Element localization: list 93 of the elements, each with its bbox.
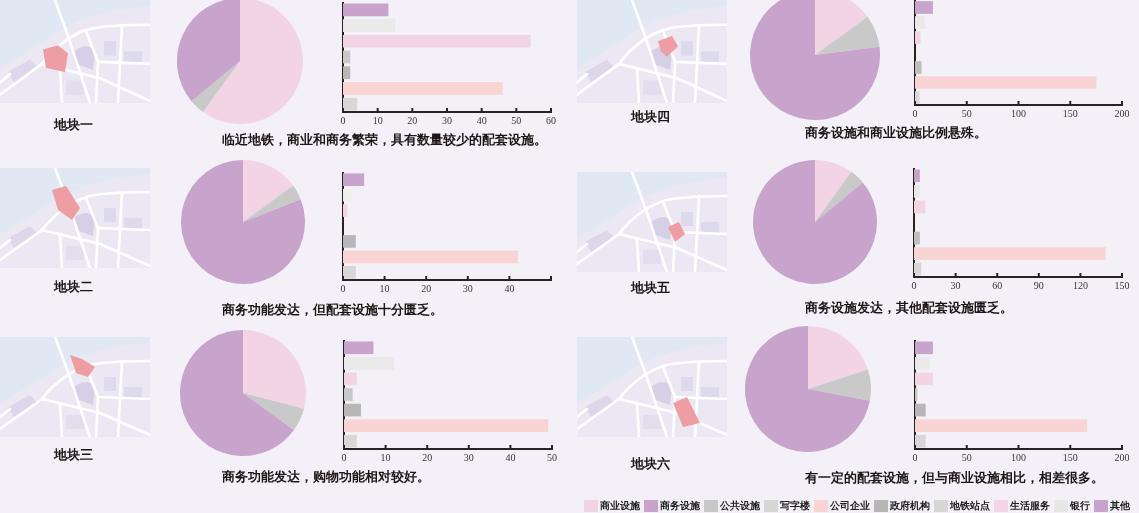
category-label: 其他 [1110,500,1130,512]
text: 有一定的配套设施，但与商业设施相比，相差很多。 [805,469,1104,487]
category-label: 政府机构 [890,500,930,512]
bar [344,372,357,386]
bar [915,61,922,74]
x-tick-label: 90 [1033,279,1044,291]
x-tick-label: 150 [1114,279,1130,291]
category-label: 公司企业 [830,500,870,512]
x-tick-label: 0 [912,451,918,463]
x-tick-label: 100 [1011,107,1026,119]
bar [914,262,922,276]
x-tick-label: 30 [950,279,961,291]
category-label: 公共设施 [720,500,760,512]
x-tick-label: 10 [379,282,390,294]
bar [915,372,933,386]
x-tick-label: 50 [961,107,972,119]
category-label: 商务设施 [660,500,700,512]
x-tick-label: 40 [476,114,487,126]
x-tick-label: 0 [340,114,346,126]
category-label: 地铁站点 [950,500,990,512]
x-tick-label: 50 [547,451,557,463]
text: 地块四 [629,108,671,126]
bar [343,3,389,17]
x-tick-label: 0 [340,282,346,294]
bar [344,419,549,432]
x-tick-label: 40 [504,282,515,294]
category-label: 商业设施 [600,500,640,512]
text: 地块二 [52,278,94,296]
bar [344,403,361,417]
x-tick-label: 20 [422,451,433,463]
bar [915,76,1097,89]
bar [343,204,348,217]
bar [915,434,926,448]
x-tick-label: 150 [1062,451,1078,463]
x-tick-label: 50 [511,114,522,126]
bar [915,403,926,417]
x-tick-label: 60 [546,114,556,126]
x-tick-label: 30 [442,114,452,126]
x-tick-label: 40 [505,451,516,463]
bar [914,185,920,198]
bar [343,34,531,48]
x-tick-label: 0 [911,279,917,291]
bar [343,97,358,111]
bar [915,341,933,355]
x-tick-label: 0 [912,107,918,119]
bar [343,82,503,95]
bar [343,66,351,80]
bar [914,200,926,214]
x-tick-label: 20 [407,114,418,126]
bar [343,188,352,202]
bar [914,169,920,183]
x-tick-label: 200 [1114,451,1130,463]
bar [343,250,519,264]
bar [344,341,374,355]
x-tick-label: 50 [961,451,972,463]
category-label: 银行 [1070,500,1090,512]
x-tick-label: 20 [421,282,432,294]
x-tick-label: 0 [341,451,347,463]
bar [915,357,930,370]
bar [343,173,365,187]
bar [915,16,925,29]
x-tick-label: 60 [992,279,1003,291]
text: 商务功能发达，但配套设施十分匮乏。 [222,301,443,319]
text: 地块三 [52,446,94,464]
bar [914,247,1106,260]
text: 地块六 [629,455,671,473]
category-label: 生活服务 [1010,500,1050,512]
bar [343,19,396,32]
bar [915,31,921,44]
bar [914,231,920,245]
bar [343,50,351,64]
bar [343,235,356,248]
text: 商务功能发达，购物功能相对较好。 [222,468,430,486]
text: 地块一 [52,116,94,134]
bar [915,419,1088,432]
bar [344,434,357,448]
x-tick-label: 150 [1062,107,1078,119]
bar [915,1,933,14]
bar [344,388,353,401]
x-tick-label: 100 [1011,451,1026,463]
x-tick-label: 30 [462,282,473,294]
text: 商务设施和商业设施比例悬殊。 [805,124,987,142]
text: 地块五 [629,279,671,297]
text: 商务设施发达，其他配套设施匮乏。 [805,299,1013,317]
x-tick-label: 200 [1114,107,1130,119]
x-tick-label: 10 [372,114,383,126]
category-label: 写字楼 [780,500,810,512]
x-tick-label: 10 [380,451,391,463]
x-tick-label: 120 [1072,279,1088,291]
bar [344,357,395,370]
x-tick-label: 30 [463,451,474,463]
text: 临近地铁，商业和商务繁荣，具有数量较少的配套设施。 [222,131,547,149]
bar [343,265,356,279]
